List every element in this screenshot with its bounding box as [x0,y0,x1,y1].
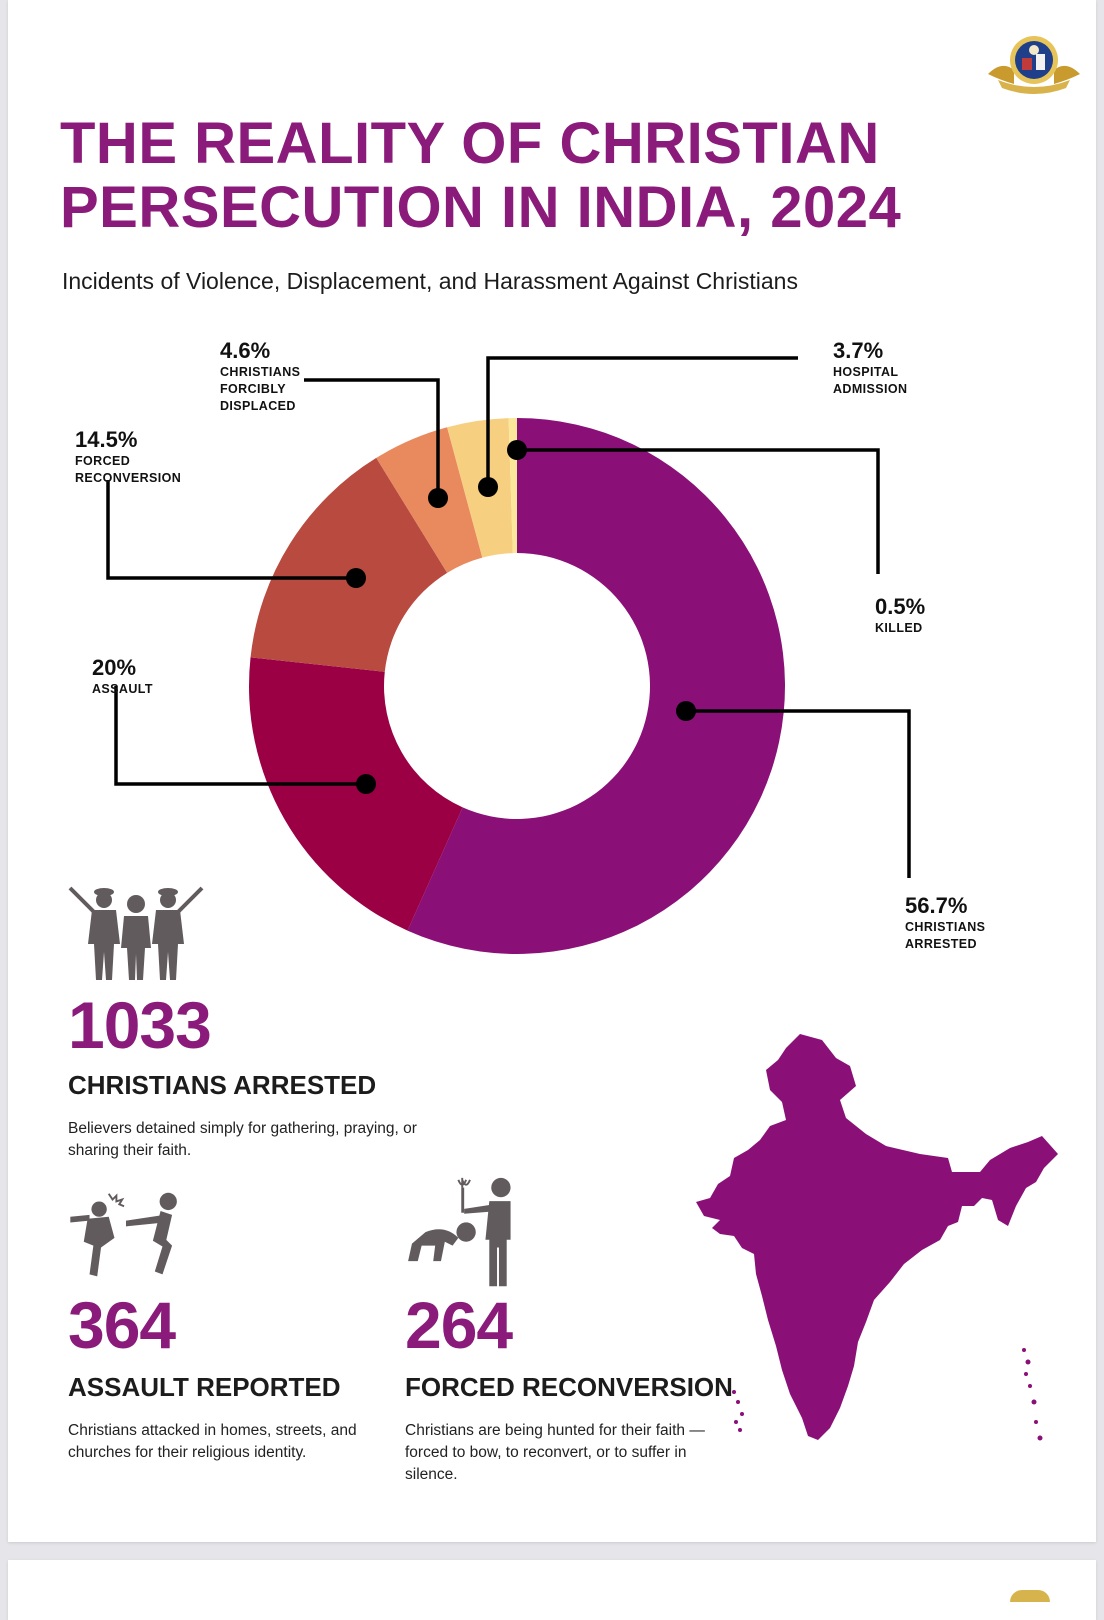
leader-killed [517,448,880,574]
leader-reconversion [106,480,356,580]
label-reconversion-caption: FORCED RECONVERSION [75,454,182,485]
leader-displaced-dot [428,488,448,508]
india-map [696,1034,1058,1441]
label-arrested: 56.7% CHRISTIANS ARRESTED [905,893,1055,953]
stat-reconversion-desc: Christians are being hunted for their fa… [405,1422,705,1483]
label-reconversion: 14.5% FORCED RECONVERSION [75,427,225,487]
label-displaced: 4.6% CHRISTIANS FORCIBLY DISPLACED [220,338,370,415]
donut-chart [106,356,911,954]
label-assault-caption: ASSAULT [92,682,153,696]
leader-hospital-dot [478,477,498,497]
page-title: THE REALITY OF CHRISTIAN PERSECUTION IN … [60,111,902,240]
police-arrest-icon [68,886,204,980]
leader-killed-dot [507,440,527,460]
label-hospital-value: 3.7% [833,338,884,363]
leader-assault [114,686,366,786]
label-arrested-caption: CHRISTIANS ARRESTED [905,920,986,951]
next-card-edge [8,1560,1096,1620]
slice-arrested [407,417,786,954]
forced-bowing-icon [408,1177,511,1287]
label-reconversion-value: 14.5% [75,427,138,452]
emblem-seal-icon [988,36,1080,94]
label-hospital: 3.7% HOSPITAL ADMISSION [833,338,983,398]
stat-arrested-number: 1033 [68,988,212,1062]
label-killed-caption: KILLED [875,621,923,635]
stat-arrested-desc: Believers detained simply for gathering,… [68,1120,417,1159]
label-assault-value: 20% [92,655,137,680]
leader-arrested-dot [676,701,696,721]
label-assault: 20% ASSAULT [92,655,202,698]
next-card-seal-icon [1010,1590,1050,1602]
leader-displaced [304,378,440,498]
stat-arrested-title: CHRISTIANS ARRESTED [68,1070,377,1100]
stat-assault-title: ASSAULT REPORTED [68,1372,341,1402]
label-hospital-caption: HOSPITAL ADMISSION [833,365,908,396]
slice-assault [249,657,463,931]
leader-arrested [686,709,911,878]
slice-reconversion [250,457,448,672]
label-killed-value: 0.5% [875,594,926,619]
leader-reconversion-dot [346,568,366,588]
stat-reconversion-title: FORCED RECONVERSION [405,1372,733,1402]
stat-reconversion-number: 264 [405,1288,513,1362]
leader-assault-dot [356,774,376,794]
label-arrested-value: 56.7% [905,893,968,918]
leader-hospital [486,356,798,487]
infographic-card [8,0,1096,1542]
stat-assault-desc: Christians attacked in homes, streets, a… [68,1422,357,1461]
label-displaced-caption: CHRISTIANS FORCIBLY DISPLACED [220,365,301,413]
assault-icon [70,1192,177,1277]
page-subtitle: Incidents of Violence, Displacement, and… [62,268,798,294]
stat-assault-number: 364 [68,1288,176,1362]
label-killed: 0.5% KILLED [875,594,985,637]
label-displaced-value: 4.6% [220,338,271,363]
